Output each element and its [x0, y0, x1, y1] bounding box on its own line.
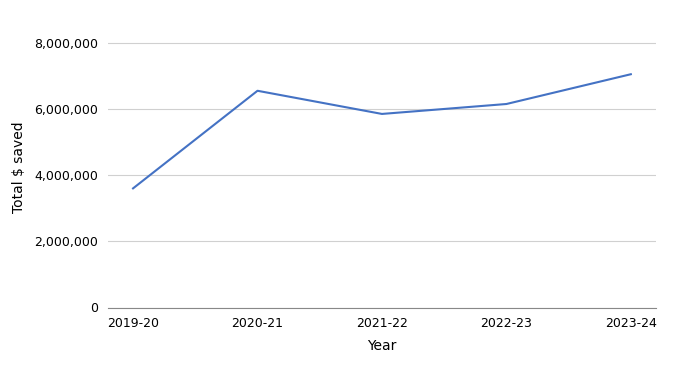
X-axis label: Year: Year — [367, 339, 397, 352]
Y-axis label: Total $ saved: Total $ saved — [12, 121, 26, 213]
